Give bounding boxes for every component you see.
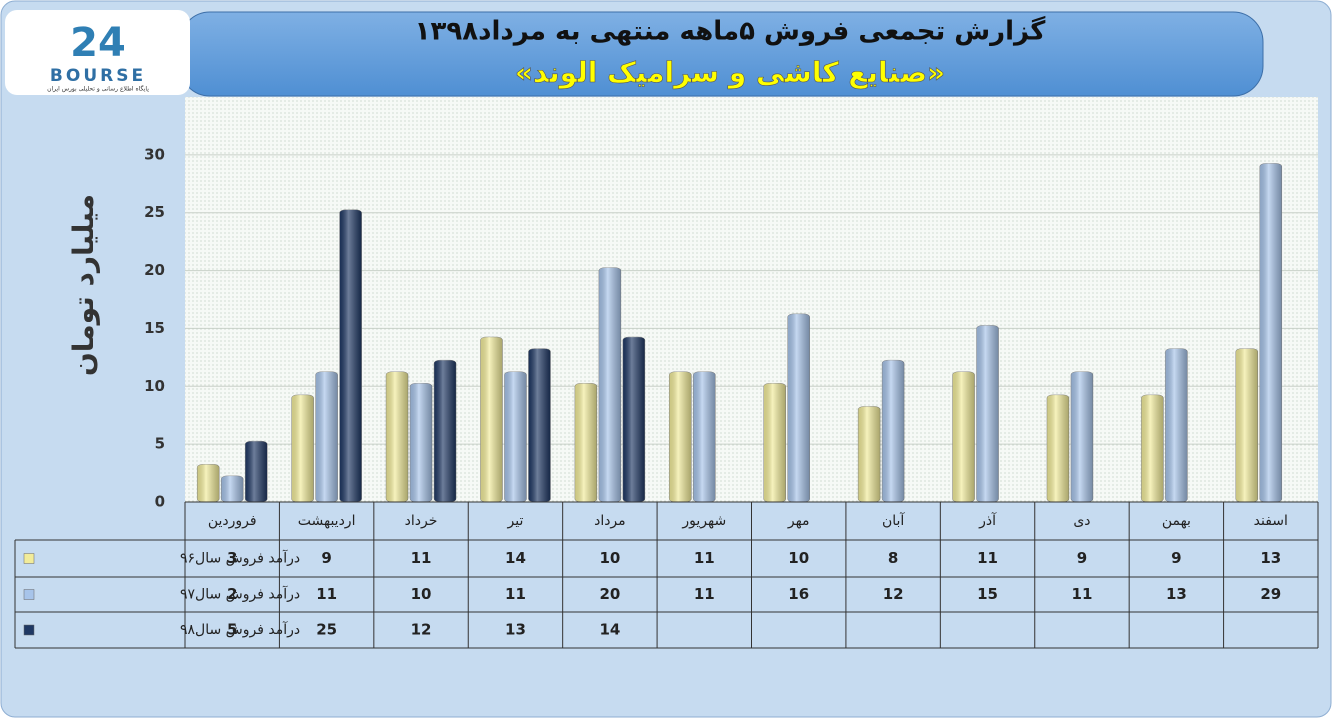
plot-area bbox=[185, 97, 1318, 502]
bar-shade bbox=[221, 475, 244, 502]
y-tick-label: 15 bbox=[144, 319, 165, 337]
legend-key bbox=[23, 553, 35, 564]
logo-tagline: پایگاه اطلاع رسانی و تحلیلی بورس ایران bbox=[47, 85, 149, 93]
x-tick-label: خرداد bbox=[405, 513, 438, 529]
table-value: 15 bbox=[977, 585, 998, 603]
bar-shade bbox=[197, 464, 220, 502]
bar-shade bbox=[763, 383, 786, 502]
bar-shade bbox=[622, 337, 645, 502]
table-value: 12 bbox=[411, 621, 432, 639]
table-value: 2 bbox=[227, 585, 237, 603]
bar-shade bbox=[434, 360, 457, 502]
table-value: 13 bbox=[1166, 585, 1187, 603]
legend-label: درآمد فروش سال۹۷ bbox=[180, 586, 300, 603]
bar-shade bbox=[669, 371, 692, 502]
bar-shade bbox=[315, 371, 338, 502]
legend-label: درآمد فروش سال۹۸ bbox=[180, 621, 300, 638]
table-value: 13 bbox=[1260, 549, 1281, 567]
table-value: 14 bbox=[599, 621, 620, 639]
x-tick-label: تیر bbox=[507, 513, 524, 529]
y-tick-label: 5 bbox=[155, 435, 165, 453]
chart-subtitle: «صنایع کاشی و سرامیک الوند» bbox=[515, 56, 945, 89]
chart-title: گزارش تجمعی فروش ۵ماهه منتهی به مرداد۱۳۹… bbox=[415, 16, 1047, 47]
bar-shade bbox=[598, 267, 621, 502]
table-value: 25 bbox=[316, 621, 337, 639]
y-tick-label: 30 bbox=[144, 145, 165, 163]
table-value: 11 bbox=[316, 585, 337, 603]
table-value: 9 bbox=[1171, 549, 1181, 567]
table-value: 16 bbox=[788, 585, 809, 603]
table-value: 14 bbox=[505, 549, 526, 567]
bar-shade bbox=[1259, 163, 1282, 502]
y-axis-label: میلیارد تومان bbox=[67, 194, 100, 376]
y-tick-label: 25 bbox=[144, 203, 165, 221]
bar-shade bbox=[245, 441, 268, 502]
x-tick-label: شهریور bbox=[681, 513, 726, 529]
table-value: 10 bbox=[599, 549, 620, 567]
y-tick-label: 10 bbox=[144, 377, 165, 395]
bar-shade bbox=[858, 406, 881, 502]
x-tick-label: دی bbox=[1073, 513, 1090, 529]
x-tick-label: اسفند bbox=[1254, 513, 1288, 529]
bar-shade bbox=[693, 371, 716, 502]
x-tick-label: اردیبهشت bbox=[298, 513, 356, 529]
table-value: 11 bbox=[1072, 585, 1093, 603]
y-tick-label: 0 bbox=[155, 493, 165, 511]
table-value: 11 bbox=[411, 549, 432, 567]
table-value: 9 bbox=[321, 549, 331, 567]
bar-shade bbox=[1070, 371, 1093, 502]
logo-mark: 24 bbox=[70, 20, 126, 66]
x-tick-label: بهمن bbox=[1162, 513, 1191, 529]
table-value: 29 bbox=[1260, 585, 1281, 603]
bar-shade bbox=[787, 313, 810, 502]
bar-shade bbox=[410, 383, 433, 502]
bar-shade bbox=[1141, 394, 1164, 502]
bar-shade bbox=[976, 325, 999, 502]
table-value: 11 bbox=[694, 585, 715, 603]
bar-shade bbox=[1046, 394, 1069, 502]
bar-shade bbox=[480, 337, 503, 502]
legend-key bbox=[23, 589, 35, 600]
table-value: 8 bbox=[888, 549, 898, 567]
logo-box bbox=[5, 10, 190, 95]
table-value: 10 bbox=[411, 585, 432, 603]
bar-shade bbox=[574, 383, 597, 502]
x-tick-label: فروردین bbox=[208, 513, 257, 529]
bar-shade bbox=[882, 360, 905, 502]
legend-key bbox=[23, 624, 35, 636]
x-tick-label: مرداد bbox=[594, 513, 626, 529]
bar-shade bbox=[528, 348, 551, 502]
logo-name: BOURSE bbox=[50, 66, 146, 86]
table-value: 3 bbox=[227, 549, 237, 567]
bar-shade bbox=[952, 371, 975, 502]
x-tick-label: آذر bbox=[978, 512, 997, 529]
table-value: 12 bbox=[883, 585, 904, 603]
legend-label: درآمد فروش سال۹۶ bbox=[180, 550, 300, 567]
bar-shade bbox=[1165, 348, 1188, 502]
x-tick-label: مهر bbox=[787, 513, 810, 529]
table-value: 9 bbox=[1077, 549, 1087, 567]
bar-shade bbox=[1235, 348, 1258, 502]
bar-shade bbox=[504, 371, 527, 502]
table-value: 20 bbox=[599, 585, 620, 603]
bar-shade bbox=[386, 371, 409, 502]
y-tick-label: 20 bbox=[144, 261, 165, 279]
table-value: 13 bbox=[505, 621, 526, 639]
table-value: 11 bbox=[694, 549, 715, 567]
table-value: 11 bbox=[977, 549, 998, 567]
table-value: 11 bbox=[505, 585, 526, 603]
bar-shade bbox=[339, 209, 362, 502]
table-value: 5 bbox=[227, 621, 237, 639]
x-tick-label: آبان bbox=[882, 512, 905, 529]
bar-shade bbox=[291, 394, 314, 502]
table-value: 10 bbox=[788, 549, 809, 567]
